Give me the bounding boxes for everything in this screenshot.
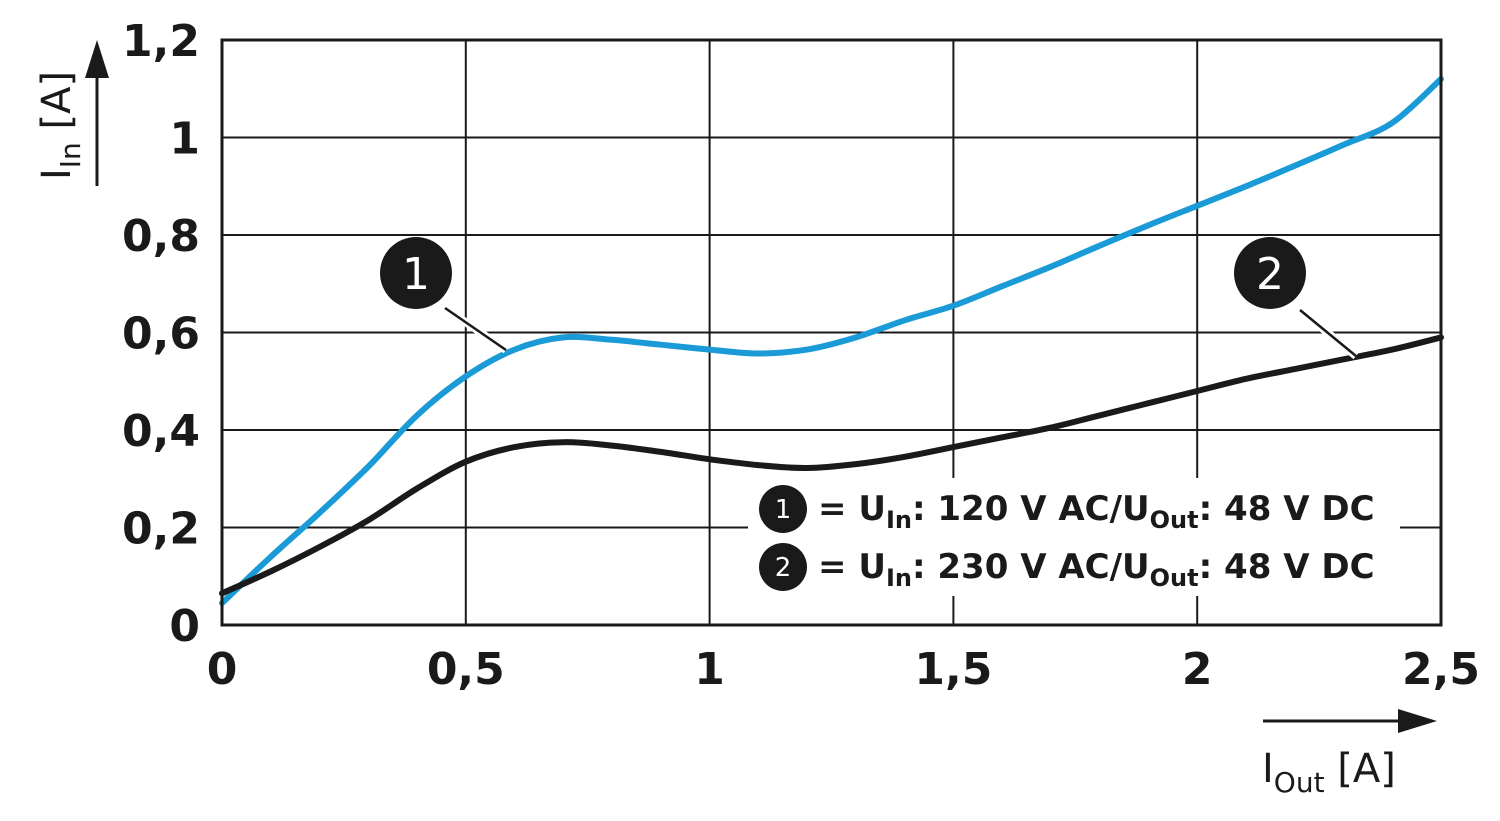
- y-tick-label-1: 0,2: [122, 504, 200, 555]
- legend-marker-2: [759, 543, 807, 591]
- y-tick-label-5: 1: [169, 114, 200, 165]
- callout-marker-label-2: 2: [1256, 249, 1284, 300]
- y-tick-label-0: 0: [169, 601, 200, 652]
- x-tick-label-0: 0: [207, 644, 238, 695]
- y-axis-label-group: IIn [A]: [34, 40, 109, 186]
- x-tick-label-2: 1: [694, 644, 725, 695]
- y-axis-arrow-head: [85, 40, 109, 78]
- legend: 1 = UIn: 120 V AC/UOut: 48 V DC 2 = UIn:…: [748, 478, 1400, 596]
- callout-marker-2: [1234, 237, 1306, 309]
- y-tick-label-4: 0,8: [122, 211, 200, 262]
- series-layer: [219, 76, 1444, 607]
- x-tick-label-3: 1,5: [914, 644, 992, 695]
- x-axis-label: IOut [A]: [1262, 746, 1396, 799]
- callout-marker-1: [380, 237, 452, 309]
- plot-frame: [220, 38, 1443, 627]
- legend-marker-1-label: 1: [775, 495, 792, 525]
- legend-label-1: = UIn: 120 V AC/UOut: 48 V DC: [818, 489, 1375, 534]
- legend-entry-2: 2 = UIn: 230 V AC/UOut: 48 V DC: [759, 543, 1375, 592]
- callout-leader-1: [444, 306, 507, 352]
- y-tick-label-3: 0,6: [122, 309, 200, 360]
- x-axis-arrow-head: [1398, 709, 1437, 733]
- y-tick-label-2: 0,4: [122, 406, 200, 457]
- x-tick-label-1: 0,5: [427, 644, 505, 695]
- tick-labels: 0 0,5 1 1,5 2 2,5 0 0,2 0,4 0,6 0,8 1 1,2: [122, 16, 1480, 695]
- legend-entry-1: 1 = UIn: 120 V AC/UOut: 48 V DC: [759, 485, 1375, 534]
- legend-marker-2-label: 2: [775, 553, 792, 583]
- y-axis-label: IIn [A]: [34, 71, 87, 180]
- x-tick-label-4: 2: [1182, 644, 1213, 695]
- x-axis-label-group: IOut [A]: [1262, 709, 1437, 799]
- series-line-2: [219, 334, 1444, 597]
- legend-background: [748, 478, 1400, 596]
- legend-label-2: = UIn: 230 V AC/UOut: 48 V DC: [818, 547, 1375, 592]
- legend-marker-1: [759, 485, 807, 533]
- series-line-1: [219, 76, 1444, 607]
- x-tick-label-5: 2,5: [1402, 644, 1480, 695]
- callout-marker-label-1: 1: [402, 249, 430, 300]
- y-tick-label-6: 1,2: [122, 16, 200, 67]
- callout-leader-2: [1299, 309, 1357, 357]
